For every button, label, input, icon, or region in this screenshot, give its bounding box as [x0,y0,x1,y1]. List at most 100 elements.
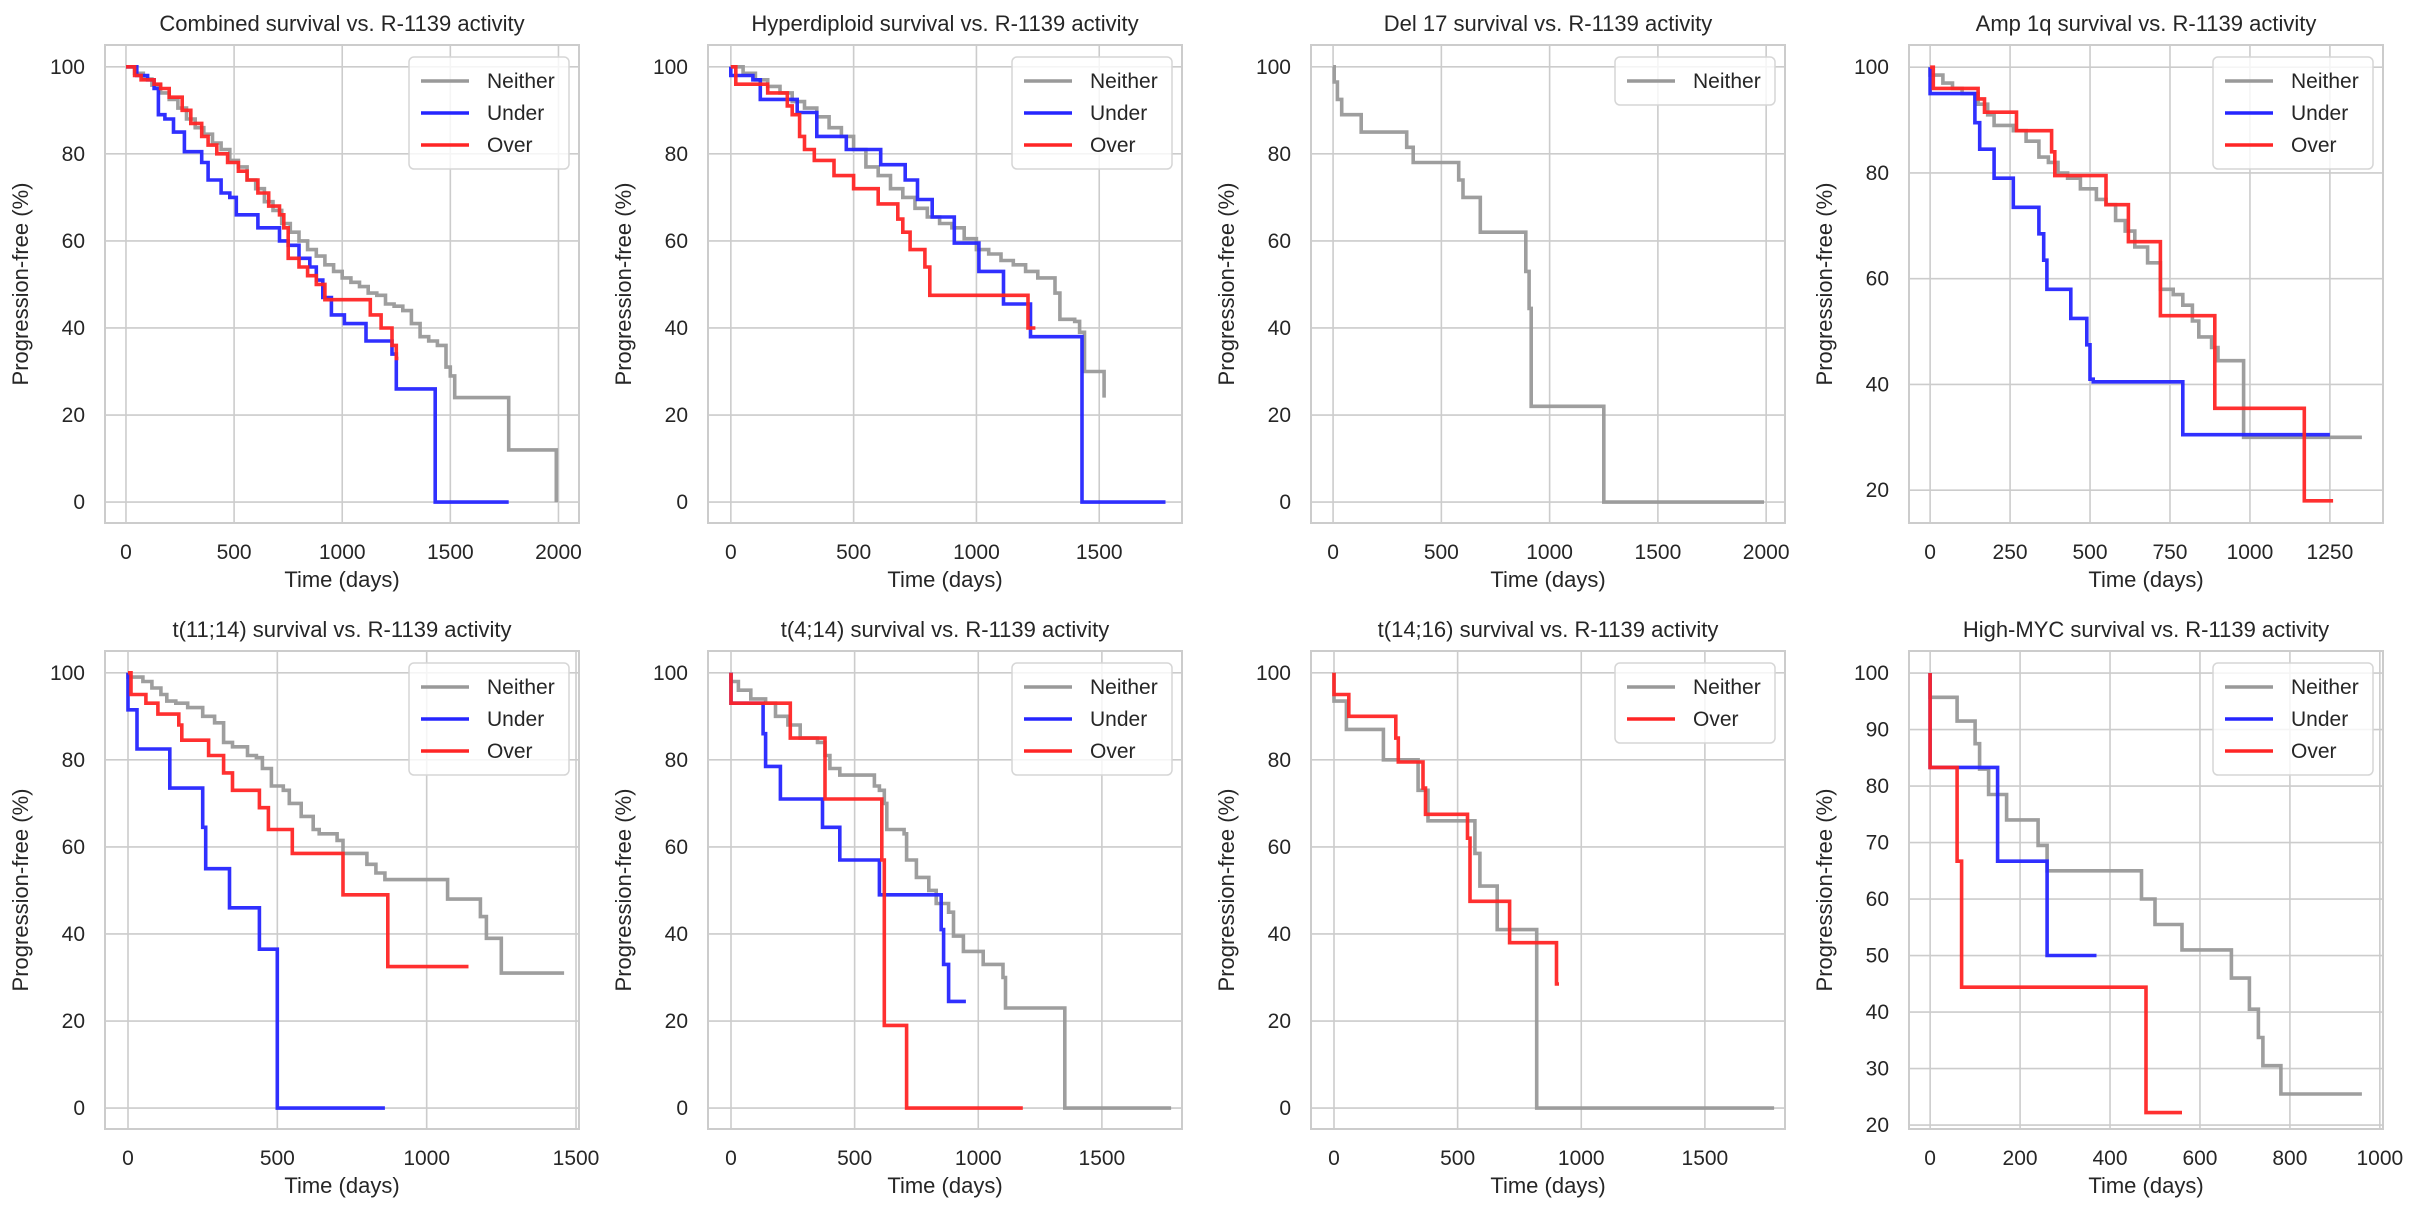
y-axis-label: Progression-free (%) [8,183,33,386]
x-tick-label: 1000 [2227,541,2274,564]
x-tick-label: 1500 [1635,541,1682,564]
legend-label: Over [2291,134,2337,157]
y-tick-label: 20 [1866,1114,1889,1137]
series-line-over [1332,672,1559,986]
legend-box [408,662,570,776]
series-line-neither [126,65,559,503]
x-tick-label: 500 [836,541,871,564]
axes-frame [707,650,1183,1130]
legend: Neither [1614,56,1776,106]
axes-frame [104,44,580,524]
x-tick-label: 1000 [1558,1147,1605,1170]
legend-label: Over [1090,740,1136,763]
y-tick-label: 100 [1854,56,1889,79]
x-tick-label: 800 [2272,1147,2307,1170]
axes-frame [1908,44,2384,524]
y-tick-label: 90 [1866,719,1889,742]
y-tick-label: 20 [1268,404,1291,427]
y-tick-label: 40 [1866,1001,1889,1024]
km-panel: 0 500 1000 1500 0 20 40 60 80 100 t(14;16) surviva… [1214,617,1786,1198]
y-tick-label: 0 [676,1097,688,1120]
legend-box [1011,56,1173,170]
x-axis-label: Time (days) [284,1173,399,1198]
axes-frame [1310,650,1786,1130]
x-tick-label: 0 [725,541,737,564]
x-tick-label: 0 [1924,541,1936,564]
series-line-under [126,672,385,1110]
x-tick-label: 1000 [1526,541,1573,564]
chart-title: t(4;14) survival vs. R-1139 activity [781,617,1109,642]
y-tick-label: 60 [62,836,85,859]
y-tick-label: 70 [1866,832,1889,855]
y-tick-label: 80 [665,143,688,166]
legend-label: Under [487,102,544,125]
y-tick-label: 0 [1279,491,1291,514]
y-axis-label: Progression-free (%) [8,789,33,992]
y-tick-label: 60 [665,836,688,859]
km-panel: 0 500 1000 1500 2000 0 20 40 60 80 100 Del 17 survi… [1214,11,1790,592]
x-tick-label: 1500 [553,1147,600,1170]
y-axis-label: Progression-free (%) [611,183,636,386]
y-tick-label: 60 [1866,888,1889,911]
chart-title: Del 17 survival vs. R-1139 activity [1384,11,1713,36]
legend-label: Neither [1090,70,1158,93]
y-tick-label: 100 [50,662,85,685]
x-tick-label: 0 [120,541,132,564]
y-axis-label: Progression-free (%) [1812,789,1837,992]
series-line-over [126,65,399,361]
legend-label: Under [2291,102,2348,125]
series-line-over [1928,673,2182,1115]
legend-label: Over [1090,134,1136,157]
legend-label: Over [2291,740,2337,763]
y-tick-label: 100 [653,662,688,685]
x-tick-label: 0 [122,1147,134,1170]
y-tick-label: 20 [1866,479,1889,502]
y-tick-label: 100 [50,56,85,79]
chart-title: Hyperdiploid survival vs. R-1139 activit… [751,11,1138,36]
y-tick-label: 100 [653,56,688,79]
y-axis-label: Progression-free (%) [1214,789,1239,992]
chart-title: Combined survival vs. R-1139 activity [159,11,524,36]
x-tick-label: 1000 [403,1147,450,1170]
x-tick-label: 0 [1328,1147,1340,1170]
legend-label: Under [1090,708,1147,731]
y-tick-label: 20 [62,404,85,427]
legend-label: Over [1693,708,1739,731]
legend: Neither Over [1614,662,1776,744]
x-tick-label: 0 [1924,1147,1936,1170]
legend-label: Neither [1090,676,1158,699]
series-line-under [1928,67,2330,437]
y-tick-label: 20 [665,404,688,427]
km-panel: 0 500 1000 1500 0 20 40 60 80 100 t(4;14) survival… [611,617,1183,1198]
axes-frame [104,650,580,1130]
legend-box [1011,662,1173,776]
series-line-neither [730,65,1106,398]
series-line-under [729,66,1166,504]
x-tick-label: 250 [1993,541,2028,564]
chart-title: High-MYC survival vs. R-1139 activity [1963,617,2329,642]
x-tick-label: 0 [1327,541,1339,564]
km-panel: 0 500 1000 1500 0 20 40 60 80 100 Hyperdiploid sur… [611,11,1183,592]
y-tick-label: 40 [62,317,85,340]
x-tick-label: 500 [1440,1147,1475,1170]
series-line-over [730,65,1036,330]
legend-label: Neither [1693,70,1761,93]
legend-box [408,56,570,170]
y-axis-label: Progression-free (%) [1812,183,1837,386]
y-tick-label: 60 [1866,268,1889,291]
series-line-neither [1332,65,1764,504]
legend-label: Under [1090,102,1147,125]
x-axis-label: Time (days) [2088,1173,2203,1198]
legend-label: Over [487,740,533,763]
x-tick-label: 500 [837,1147,872,1170]
legend-label: Neither [2291,676,2359,699]
legend-box [1614,56,1776,106]
y-tick-label: 50 [1866,945,1889,968]
legend: Neither Under Over [408,56,570,170]
series-line-neither [1928,673,2362,1096]
x-tick-label: 2000 [1743,541,1790,564]
x-tick-label: 0 [725,1147,737,1170]
x-axis-label: Time (days) [2088,567,2203,592]
series-line-under [126,65,509,504]
y-axis-label: Progression-free (%) [1214,183,1239,386]
